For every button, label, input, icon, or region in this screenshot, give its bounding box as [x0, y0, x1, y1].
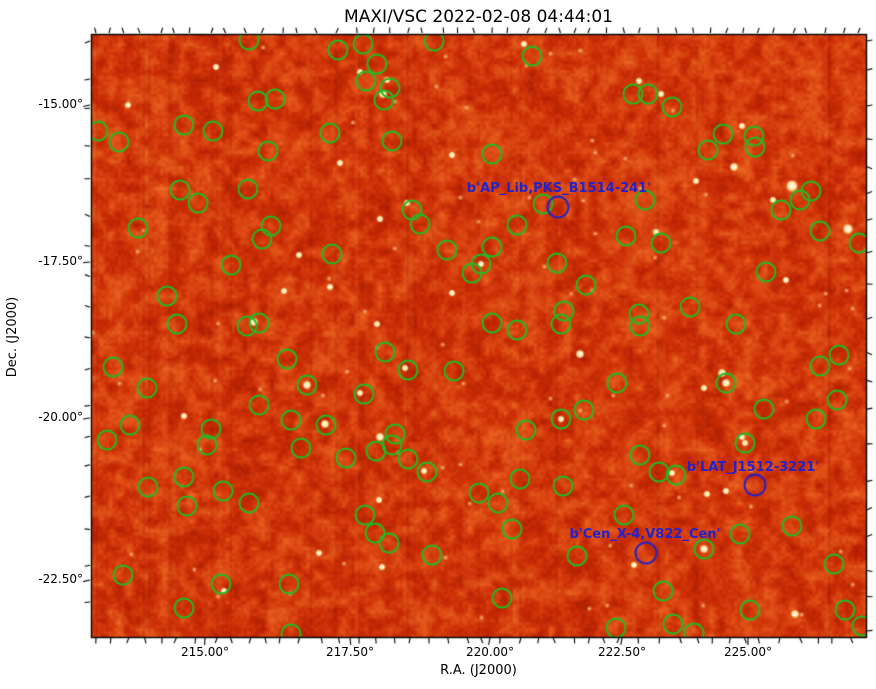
- x-tick-label: 217.50°: [326, 645, 374, 659]
- x-axis-label: R.A. (J2000): [440, 663, 517, 678]
- x-tick-label: 215.00°: [181, 645, 229, 659]
- source-label: b'Cen_X-4,V822_Cen': [569, 527, 721, 542]
- y-tick-label: -20.00°: [38, 410, 83, 424]
- x-tick-label: 220.00°: [466, 645, 514, 659]
- y-tick-label: -15.00°: [38, 97, 83, 111]
- y-axis-label: Dec. (J2000): [5, 296, 20, 378]
- source-label: b'AP_Lib,PKS_B1514-241': [466, 181, 652, 196]
- y-tick-label: -17.50°: [38, 254, 83, 268]
- plot-title: MAXI/VSC 2022-02-08 04:44:01: [344, 7, 613, 27]
- x-tick-label: 225.00°: [724, 645, 772, 659]
- x-tick-label: 222.50°: [598, 645, 646, 659]
- y-tick-label: -22.50°: [38, 572, 83, 586]
- source-label: b'LAT_J1512-3221': [686, 460, 820, 475]
